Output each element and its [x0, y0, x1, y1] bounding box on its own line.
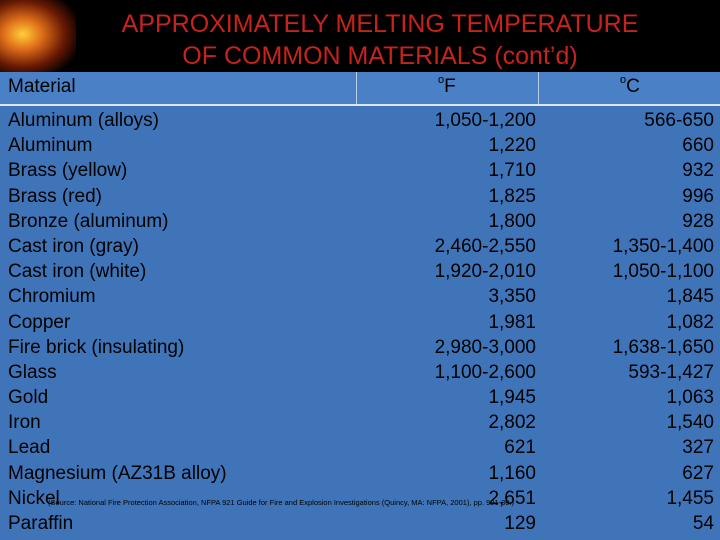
table-row: Fire brick (insulating) 2,980-3,000 1,638-… — [0, 335, 720, 360]
slide-title-line1: APPROXIMATELY MELTING TEMPERATURE — [121, 10, 639, 38]
material-cell: Brass (red) — [8, 185, 102, 207]
header-divider — [356, 72, 357, 104]
celsius-cell: 1,845 — [666, 286, 714, 308]
material-cell: Paraffin — [8, 513, 74, 534]
fahrenheit-cell: 2,802 — [488, 412, 536, 434]
table-row: Bronze (aluminum) 1,800 928 — [0, 209, 720, 234]
celsius-cell: 932 — [682, 160, 714, 182]
material-cell: Aluminum (alloys) — [8, 110, 159, 131]
material-cell: Glass — [8, 361, 57, 383]
table-row: Cast iron (white) 1,920-2,010 1,050-1,100 — [0, 259, 720, 284]
table-row: Nickel 2,651 1,455 — [0, 486, 720, 511]
fahrenheit-cell: 1,100-2,600 — [434, 361, 536, 383]
table-row: Glass 1,100-2,600 593-1,427 — [0, 360, 720, 385]
melting-temperature-table: Material oF oC Aluminum (alloys) 1,050-1,… — [0, 72, 720, 540]
material-cell: Chromium — [8, 286, 96, 308]
fahrenheit-cell: 621 — [504, 437, 536, 459]
celsius-cell: 593-1,427 — [628, 361, 714, 383]
fahrenheit-cell: 1,050-1,200 — [434, 110, 536, 131]
material-cell: Cast iron (white) — [8, 261, 147, 283]
header-divider — [538, 72, 539, 104]
table-row: Cast iron (gray) 2,460-2,550 1,350-1,400 — [0, 234, 720, 259]
source-citation: (Source: National Fire Protection Associ… — [48, 498, 515, 507]
table-row: Copper 1,981 1,082 — [0, 310, 720, 335]
material-cell: Cast iron (gray) — [8, 235, 139, 257]
fahrenheit-cell: 1,920-2,010 — [434, 261, 536, 283]
table-row: Paraffin 129 54 — [0, 511, 720, 536]
celsius-cell: 1,082 — [666, 311, 714, 333]
degree-sign: o — [620, 74, 627, 86]
flame-decoration — [0, 0, 76, 76]
material-cell: Gold — [8, 387, 49, 409]
table-row: Lead 621 327 — [0, 435, 720, 460]
table-row: Iron 2,802 1,540 — [0, 410, 720, 435]
slide-title-line2: OF COMMON MATERIALS (cont’d) — [182, 42, 578, 70]
material-cell: Bronze (aluminum) — [8, 210, 169, 232]
material-cell: Iron — [8, 412, 41, 434]
material-cell: Copper — [8, 311, 71, 333]
celsius-cell: 566-650 — [644, 110, 714, 131]
celsius-cell: 1,455 — [666, 487, 714, 509]
celsius-cell: 327 — [682, 437, 714, 459]
table-row: Brass (red) 1,825 996 — [0, 184, 720, 209]
header-fahrenheit: oF — [438, 74, 456, 98]
table-body: Aluminum (alloys) 1,050-1,200 566-650 Alumi… — [0, 108, 720, 536]
table-row: Magnesium (AZ31B alloy) 1,160 627 — [0, 461, 720, 486]
material-cell: Nickel — [8, 487, 60, 509]
material-cell: Lead — [8, 437, 51, 459]
material-cell: Brass (yellow) — [8, 160, 128, 182]
celsius-cell: 54 — [692, 513, 714, 534]
celsius-cell: 1,050-1,100 — [612, 261, 714, 283]
header-separator — [0, 104, 720, 106]
celsius-cell: 996 — [682, 185, 714, 207]
slide-title: APPROXIMATELY MELTING TEMPERATURE OF COM… — [60, 8, 700, 72]
fahrenheit-cell: 129 — [504, 513, 536, 534]
fahrenheit-cell: 2,460-2,550 — [434, 235, 536, 257]
material-cell: Magnesium (AZ31B alloy) — [8, 462, 227, 484]
celsius-cell: 1,638-1,650 — [612, 336, 714, 358]
fahrenheit-cell: 2,651 — [488, 487, 536, 509]
degree-sign: o — [438, 74, 445, 86]
material-cell: Aluminum — [8, 135, 93, 157]
celsius-unit: C — [626, 76, 640, 97]
fahrenheit-cell: 1,160 — [488, 462, 536, 484]
table-header-row: Material oF oC — [0, 72, 720, 104]
celsius-cell: 1,350-1,400 — [612, 235, 714, 257]
celsius-cell: 1,540 — [666, 412, 714, 434]
celsius-cell: 660 — [682, 135, 714, 157]
celsius-cell: 1,063 — [666, 387, 714, 409]
table-row: Aluminum 1,220 660 — [0, 133, 720, 158]
fahrenheit-cell: 1,825 — [488, 185, 536, 207]
fahrenheit-cell: 1,710 — [488, 160, 536, 182]
table-row: Chromium 3,350 1,845 — [0, 284, 720, 309]
fahrenheit-cell: 3,350 — [488, 286, 536, 308]
fahrenheit-cell: 1,981 — [488, 311, 536, 333]
celsius-cell: 627 — [682, 462, 714, 484]
fahrenheit-cell: 1,800 — [488, 210, 536, 232]
material-cell: Fire brick (insulating) — [8, 336, 185, 358]
fahrenheit-unit: F — [444, 76, 456, 97]
table-row: Brass (yellow) 1,710 932 — [0, 158, 720, 183]
table-row: Aluminum (alloys) 1,050-1,200 566-650 — [0, 108, 720, 133]
fahrenheit-cell: 2,980-3,000 — [434, 336, 536, 358]
fahrenheit-cell: 1,220 — [488, 135, 536, 157]
celsius-cell: 928 — [682, 210, 714, 232]
header-material: Material — [8, 76, 76, 97]
table-row: Gold 1,945 1,063 — [0, 385, 720, 410]
fahrenheit-cell: 1,945 — [488, 387, 536, 409]
header-celsius: oC — [620, 74, 640, 98]
